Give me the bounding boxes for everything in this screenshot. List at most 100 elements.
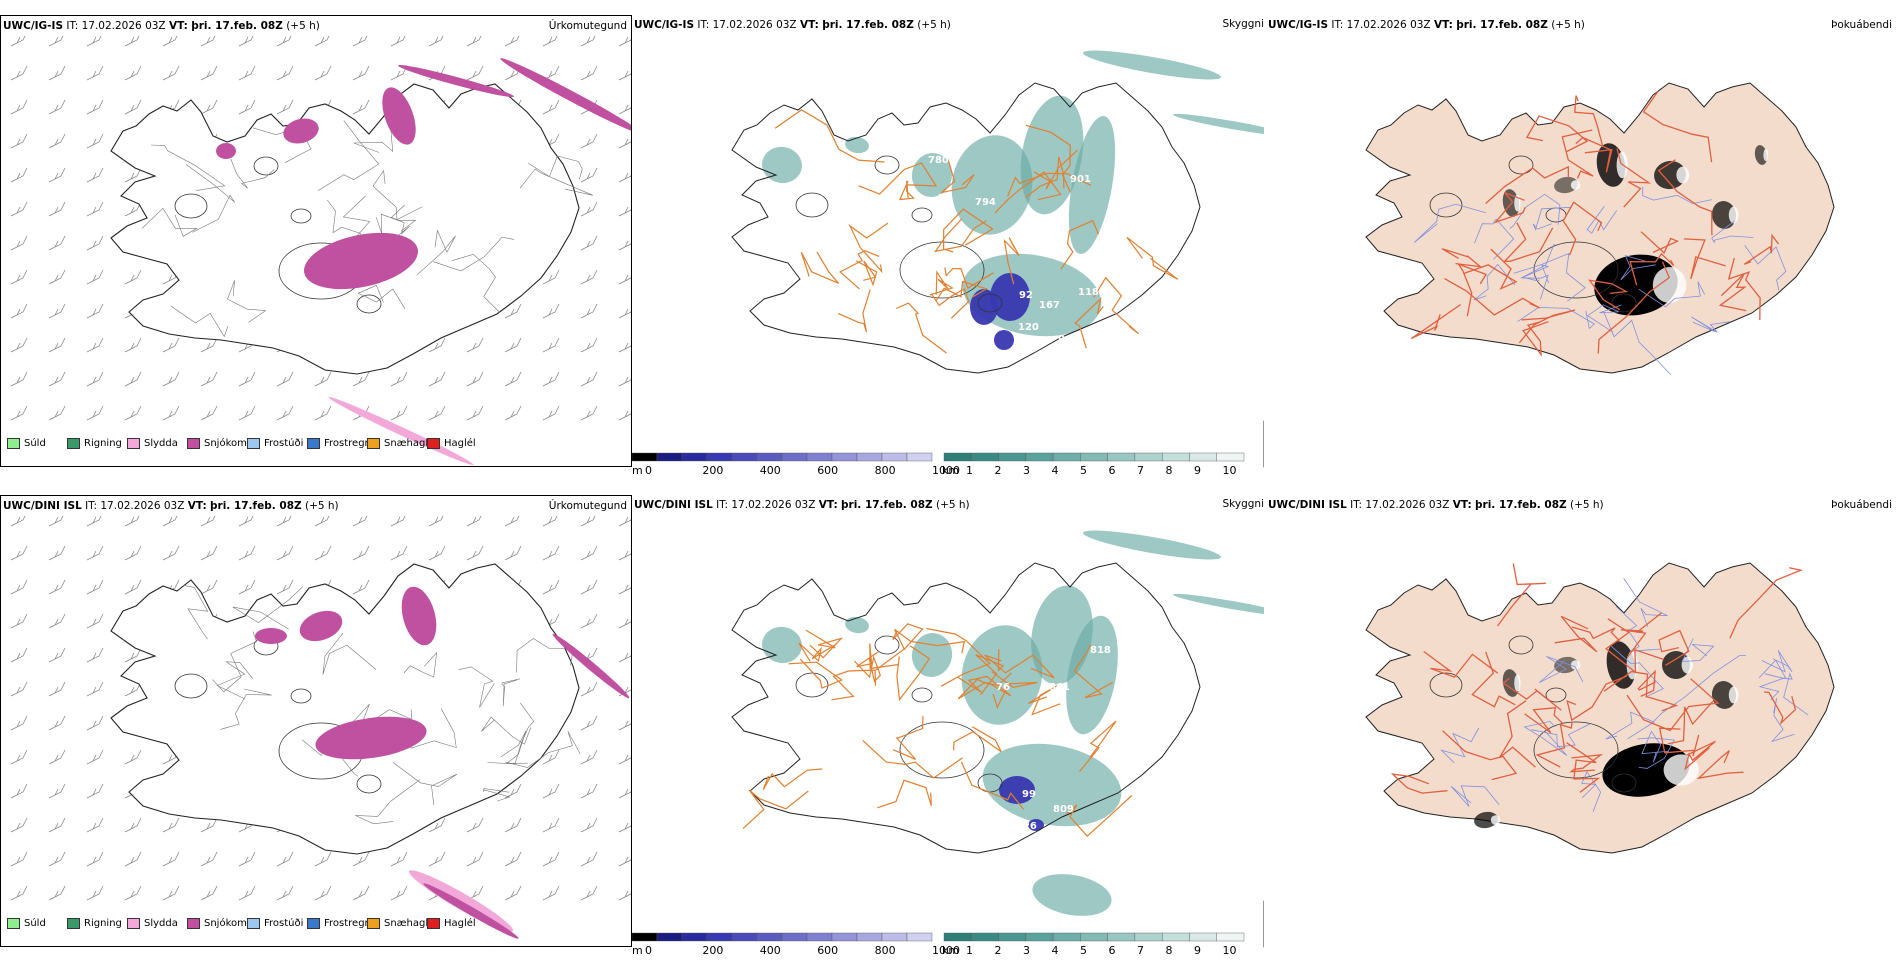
road [1575,136,1613,173]
wind-barb [86,405,104,421]
road [1683,238,1726,280]
road [957,675,1012,697]
fog-clear-area [1570,180,1581,190]
ceiling-swatch [632,932,658,942]
wind-barb [428,851,446,867]
road [788,658,843,689]
wind-barb [542,817,560,833]
road [1562,201,1603,256]
colorbars-svg: m02004006008001000km12345678910060 [632,420,1264,477]
river [1586,304,1622,333]
snow-area [299,610,343,642]
ceiling-tick: 200 [702,944,723,957]
wind-barb [86,36,102,47]
roads-layer [774,109,1179,354]
wind-barb [390,516,406,527]
ceiling-label: 37 [1055,347,1069,358]
wind-barb [238,885,256,901]
road [416,229,456,276]
glacier-outline [874,635,900,655]
road [1684,740,1716,771]
road [212,631,257,693]
ceiling-tick: 0 [645,464,652,477]
precip-legend: Súld Rigning Slydda Snjókoma Frostúði Frostre… [7,918,627,938]
legend-label: Snæhagl [384,918,429,929]
ceiling-label: 167 [1039,300,1060,311]
visibility-tick: 6 [1109,464,1116,477]
visibility-area [1083,530,1221,560]
wind-barb [618,516,631,527]
wind-barb [10,201,28,217]
wind-barb [352,65,370,81]
wind-barb [86,235,104,251]
wind-barb [48,99,66,115]
road [1423,650,1499,678]
wind-barb [504,516,520,527]
wind-barb [10,545,28,561]
land-area [1365,562,1835,854]
glacier-outline [911,207,933,223]
river [1523,720,1568,756]
wind-barb [48,201,66,217]
visibility-unit: km [942,464,959,477]
wind-barb [276,579,294,595]
fog-clear-area [1570,660,1581,670]
wind-barb [428,545,446,561]
wind-barb [314,65,332,81]
wind-barb [238,516,254,527]
ceiling-tick: 600 [817,944,838,957]
visibility-swatch [943,452,972,462]
road [1025,124,1071,193]
wind-barb [618,618,631,629]
glacier-outline [290,208,312,224]
glacier-outline [795,672,829,698]
wind-barb [238,579,256,595]
road [141,207,198,237]
legend-item-snæhagl: Snæhagl [367,918,428,929]
wind-barb [86,715,104,731]
road [1588,279,1629,311]
road [483,788,511,802]
snow-area [304,232,418,290]
road [935,280,988,302]
road [940,157,975,194]
precip-legend: Súld Rigning Slydda Snjókoma Frostúði Frostre… [7,438,627,458]
river [1413,203,1486,243]
wind-barb [48,579,66,595]
wind-barb [504,303,522,319]
wind-barb [466,817,484,833]
wind-barb [48,851,66,867]
visibility-area [845,616,869,634]
river [1711,220,1754,244]
snow-area [500,58,631,134]
legend-item-frostúði: Frostúði [247,438,303,449]
river [1744,245,1787,291]
wind-barb [390,371,408,387]
ceiling-label: 901 [1070,174,1091,185]
wind-barb [466,405,484,421]
road [185,164,235,233]
wind-barb [86,613,104,629]
legend-label: Snæhagl [384,438,429,449]
road [1566,675,1627,722]
visibility-swatch [1216,932,1245,942]
wind-barb [48,647,66,663]
fog-title: Þokuábendi [1831,499,1892,511]
road [960,761,1025,810]
wind-barb [124,99,142,115]
legend-item-frostregn: Frostregn [307,918,371,929]
wind-barb [618,172,631,183]
visibility-tick: 2 [995,944,1002,957]
visibility-tick: 8 [1166,944,1173,957]
road [322,632,377,675]
low-ceiling-area [990,273,1030,321]
road [1007,172,1092,197]
fog-clear-area [1663,754,1699,786]
visibility-swatch [1161,932,1190,942]
wind-barb [162,516,178,527]
road [232,586,304,630]
wind-barb [276,885,294,901]
wind-barb [314,545,332,561]
road [1074,297,1104,349]
river [1474,218,1515,260]
